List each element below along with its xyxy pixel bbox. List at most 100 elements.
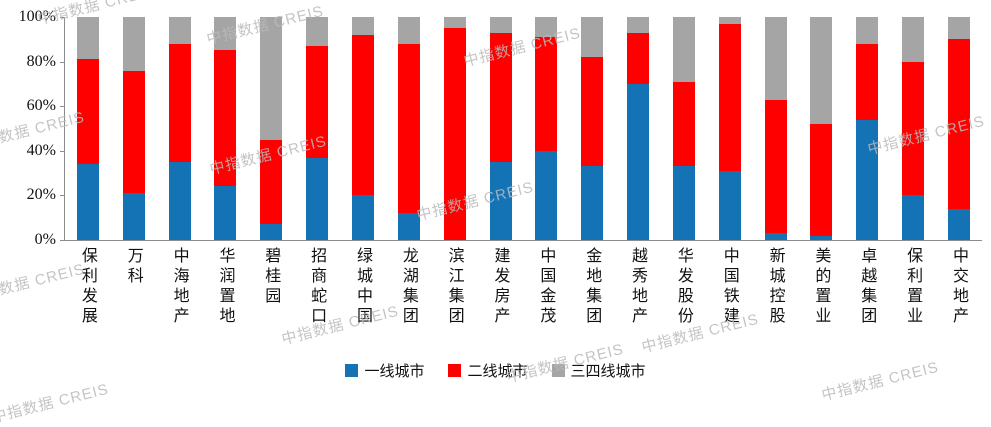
bar-segment [306, 17, 329, 46]
x-axis-label-text: 绿城中国 [353, 247, 371, 327]
x-axis-label: 新城控股 [752, 247, 798, 359]
bar-segment [76, 17, 99, 60]
bar-segment [535, 150, 558, 240]
x-axis-label-text: 碧桂园 [262, 247, 280, 307]
x-axis-label: 碧桂园 [247, 247, 293, 359]
bar-segment [168, 161, 191, 240]
y-tick-label: 20% [26, 186, 56, 204]
legend: 一线城市 二线城市 三四线城市 [0, 360, 991, 381]
bar-segment [214, 50, 237, 187]
bar-column [157, 17, 203, 240]
bar-segment [718, 17, 741, 24]
bar-segment [902, 17, 925, 62]
bar-column [248, 17, 294, 240]
bar-segment [489, 32, 512, 162]
bar-stack [351, 17, 374, 240]
bar-segment [443, 28, 466, 240]
bar-column [615, 17, 661, 240]
bar-segment [351, 34, 374, 196]
bar-segment [718, 170, 741, 240]
x-axis-label-text: 中国金茂 [537, 247, 555, 327]
bar-stack [168, 17, 191, 240]
bar-stack [810, 17, 833, 240]
bar-segment [947, 208, 970, 240]
bar-segment [76, 59, 99, 165]
bar-column [799, 17, 845, 240]
bar-segment [535, 37, 558, 151]
x-axis-label: 万科 [110, 247, 156, 359]
x-axis-label-text: 中国铁建 [720, 247, 738, 327]
bar-segment [627, 83, 650, 240]
bar-column [936, 17, 982, 240]
x-axis-label-text: 华润置地 [216, 247, 234, 327]
bar-column [340, 17, 386, 240]
bar-segment [306, 46, 329, 158]
bar-column [523, 17, 569, 240]
x-axis-label: 招商蛇口 [293, 247, 339, 359]
bar-segment [627, 17, 650, 33]
bar-segment [168, 43, 191, 162]
bar-stack [764, 17, 787, 240]
legend-item: 三四线城市 [551, 360, 646, 381]
bar-segment [672, 166, 695, 240]
y-tick-label: 60% [26, 97, 56, 115]
x-axis-label: 华发股份 [660, 247, 706, 359]
legend-swatch [448, 364, 462, 377]
bar-segment [122, 17, 145, 71]
bar-stack [214, 17, 237, 240]
bar-column [111, 17, 157, 240]
bar-stack [535, 17, 558, 240]
x-axis-label: 保利置业 [889, 247, 935, 359]
x-axis-label-text: 中海地产 [170, 247, 188, 327]
bar-segment [718, 23, 741, 171]
x-axis-label-text: 华发股份 [674, 247, 692, 327]
bar-stack [489, 17, 512, 240]
x-axis-label-text: 卓越集团 [858, 247, 876, 327]
bar-segment [397, 213, 420, 240]
bar-segment [443, 17, 466, 29]
bar-segment [672, 81, 695, 167]
bar-stack [76, 17, 99, 240]
bar-segment [764, 99, 787, 234]
x-axis-label: 建发房产 [477, 247, 523, 359]
y-tick-label: 80% [26, 52, 56, 70]
bar-column [203, 17, 249, 240]
x-axis-label: 保利发展 [64, 247, 110, 359]
x-axis-label: 滨江集团 [431, 247, 477, 359]
x-axis-label: 龙湖集团 [385, 247, 431, 359]
bar-stack [443, 17, 466, 240]
bar-stack [306, 17, 329, 240]
bar-segment [214, 17, 237, 51]
x-axis-label-text: 滨江集团 [445, 247, 463, 327]
bar-segment [581, 57, 604, 167]
bar-segment [764, 17, 787, 100]
legend-label: 二线城市 [467, 364, 528, 380]
bar-segment [489, 161, 512, 240]
bar-segment [351, 17, 374, 35]
legend-item: 二线城市 [448, 360, 528, 381]
bar-column [890, 17, 936, 240]
bar-segment [214, 186, 237, 240]
bars [65, 17, 982, 240]
bar-segment [535, 17, 558, 38]
bar-segment [76, 164, 99, 240]
legend-item: 一线城市 [345, 360, 424, 381]
x-axis-label-text: 中交地产 [949, 247, 967, 327]
bar-segment [122, 70, 145, 194]
bar-segment [947, 17, 970, 40]
bar-column [707, 17, 753, 240]
bar-column [569, 17, 615, 240]
bar-segment [351, 195, 374, 240]
bar-segment [260, 139, 283, 225]
x-axis-label: 卓越集团 [843, 247, 889, 359]
y-tick-label: 0% [34, 231, 56, 248]
bar-segment [856, 43, 879, 120]
legend-swatch [551, 364, 565, 377]
x-axis-label: 中交地产 [935, 247, 981, 359]
x-axis-label-text: 建发房产 [491, 247, 509, 327]
x-axis-label-text: 金地集团 [583, 247, 601, 327]
bar-stack [581, 17, 604, 240]
bar-stack [260, 17, 283, 240]
x-axis-label-text: 招商蛇口 [308, 247, 326, 327]
